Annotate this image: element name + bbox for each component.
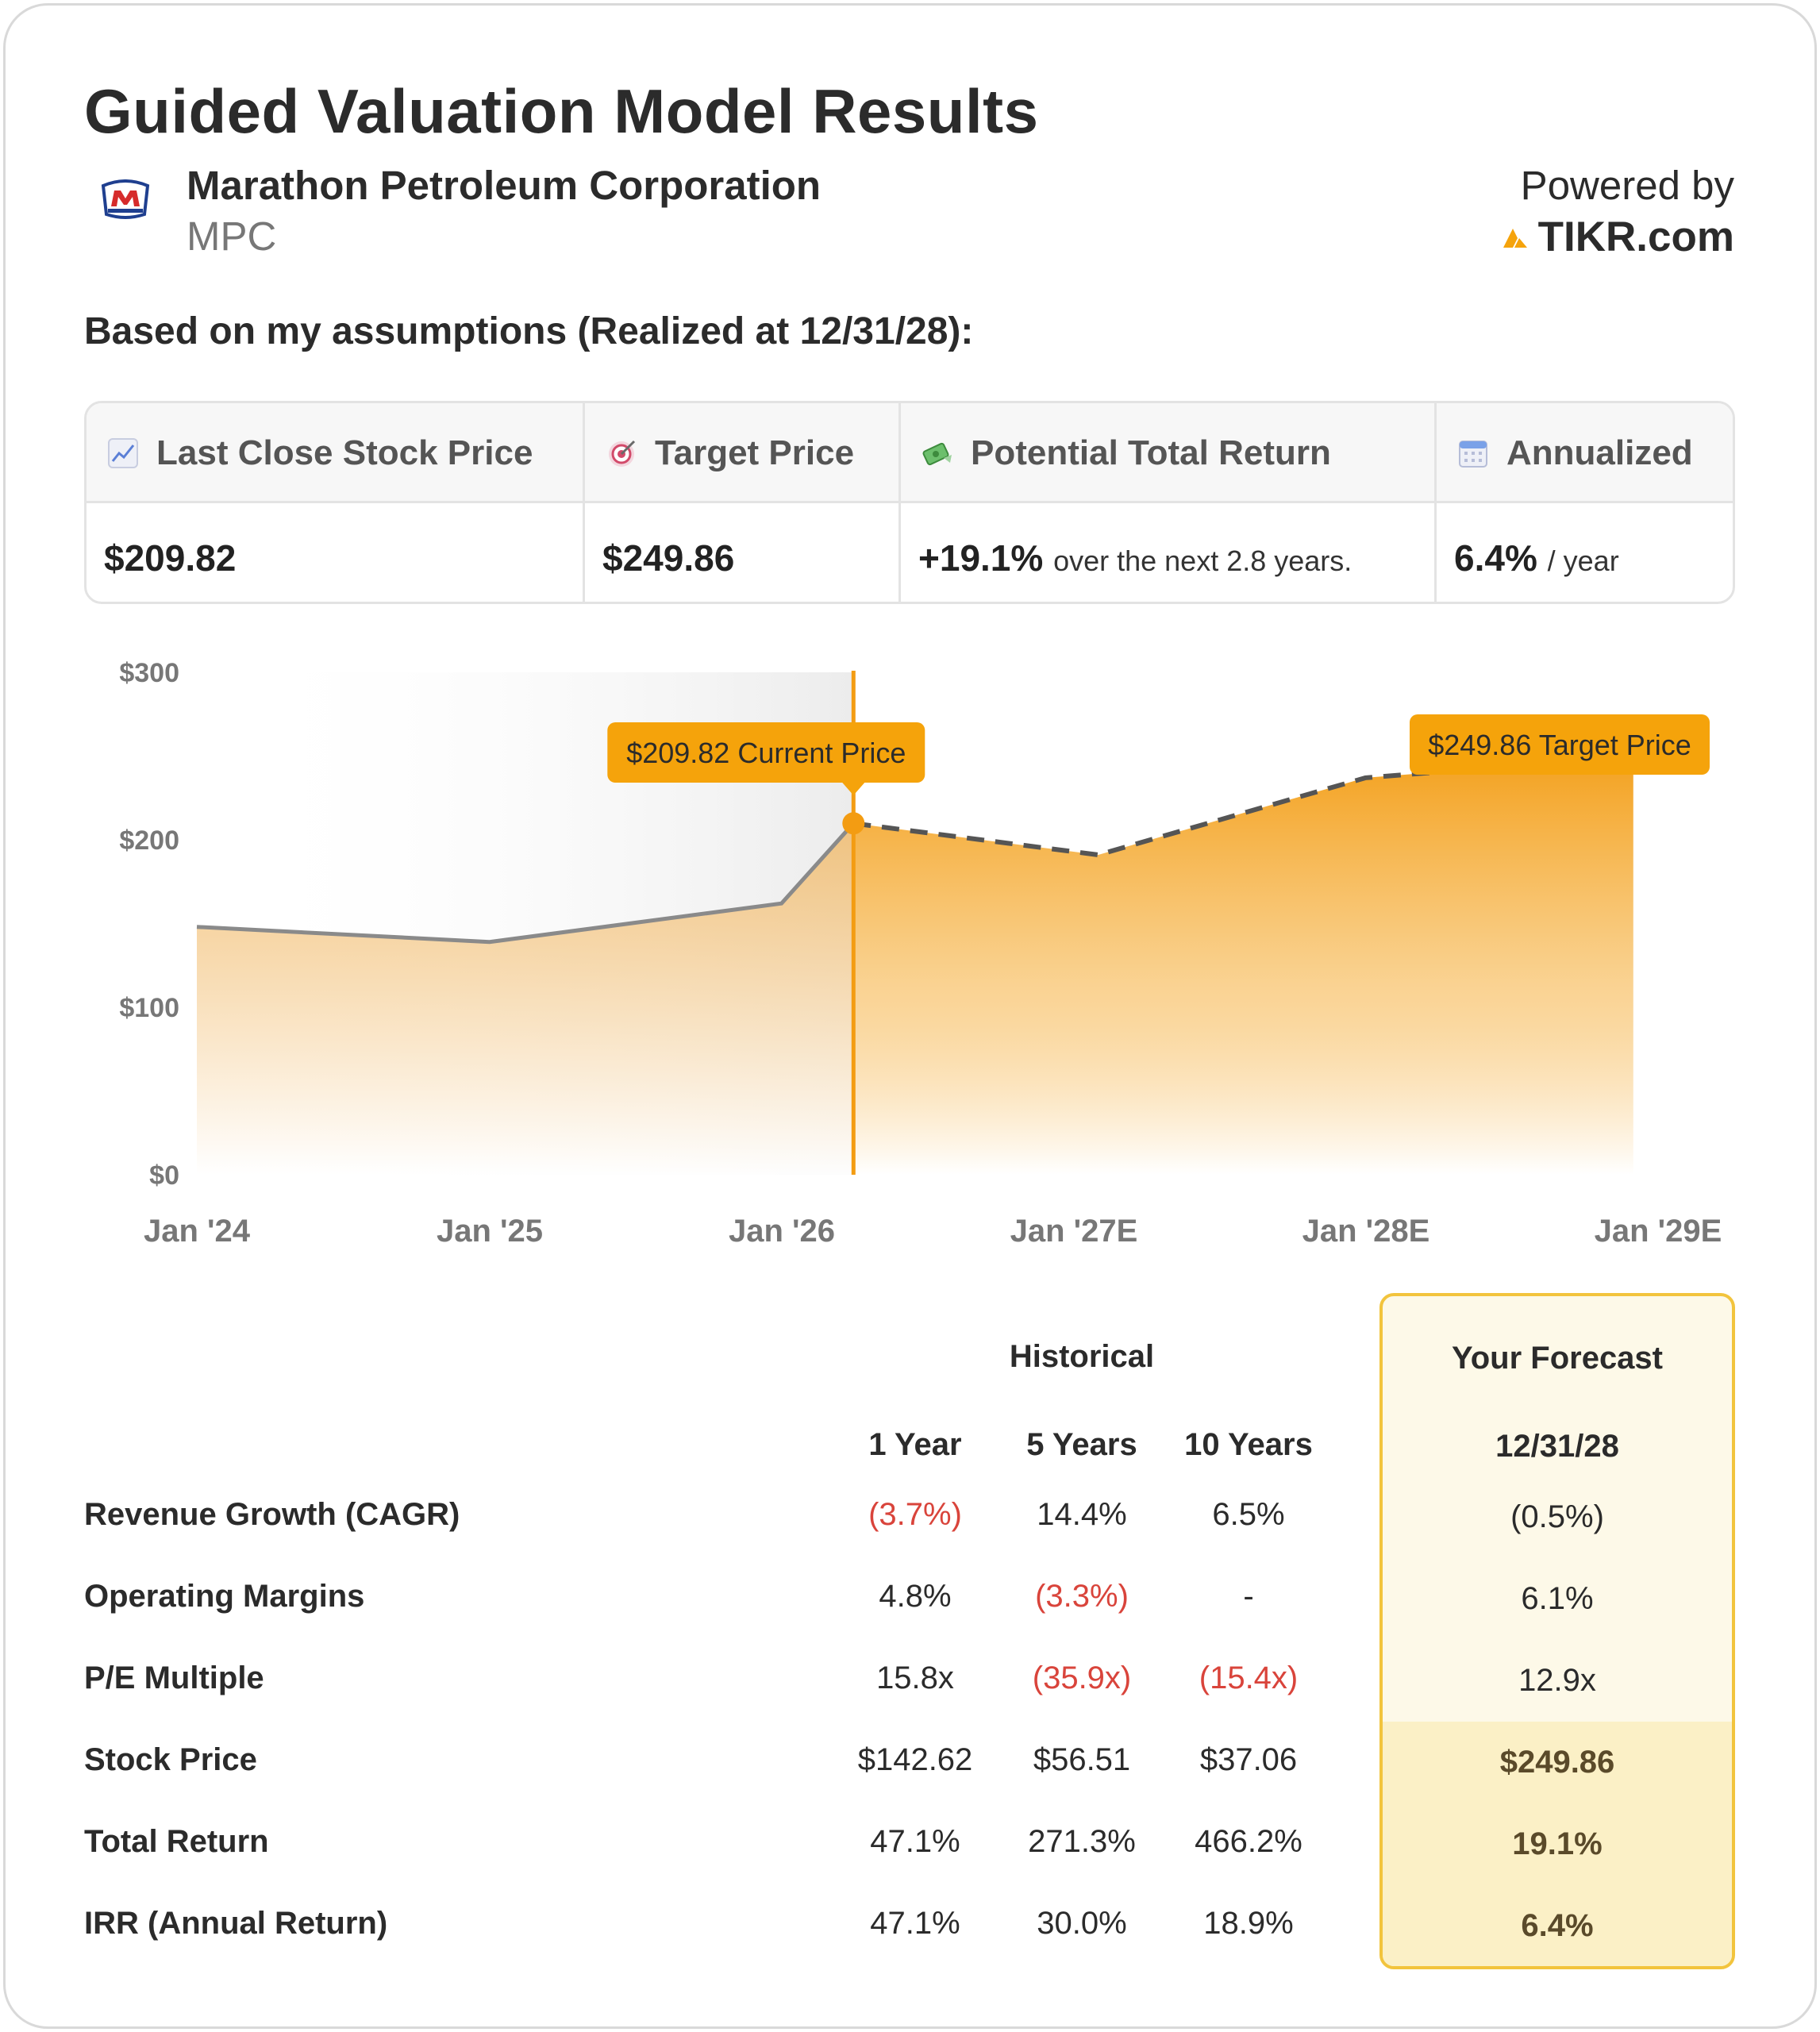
- return-note: over the next 2.8 years.: [1053, 545, 1352, 577]
- valuation-chart: $209.82 Current Price $249.86 Target Pric…: [119, 658, 1722, 1249]
- x-tick-label: Jan '26: [729, 1214, 835, 1249]
- historical-price-line: [196, 822, 856, 945]
- annualized-value: 6.4%: [1454, 537, 1537, 579]
- current-price-point: [842, 812, 865, 835]
- target-column: Target Price $249.86: [585, 403, 901, 602]
- x-tick-label: Jan '24: [144, 1214, 251, 1249]
- current-price-label: $209.82 Current Price: [626, 737, 906, 769]
- powered-by-label: Powered by: [1520, 163, 1734, 208]
- current-price-label-pointer: [842, 783, 865, 795]
- x-tick-label: Jan '28E: [1302, 1214, 1430, 1249]
- forecast-panel: [1379, 1293, 1735, 1969]
- assumptions-heading: Based on my assumptions (Realized at 12/…: [84, 310, 974, 352]
- annualized-value-row: 6.4% / year: [1454, 537, 1619, 579]
- annualized-note: / year: [1547, 545, 1619, 577]
- x-tick-label: Jan '25: [437, 1214, 543, 1249]
- company-name: Marathon Petroleum Corporation: [187, 163, 822, 208]
- annualized-column: Annualized 6.4% / year: [1437, 403, 1733, 602]
- y-tick-label: $0: [149, 1160, 179, 1191]
- target-value: $249.86: [602, 537, 735, 579]
- page-title: Guided Valuation Model Results: [84, 76, 1039, 146]
- tikr-brand[interactable]: TIKR.com: [1502, 213, 1734, 261]
- tikr-brand-text: TIKR.com: [1537, 214, 1734, 260]
- last-close-value: $209.82: [104, 537, 237, 579]
- chart-up-icon: [108, 438, 138, 468]
- last-close-column: Last Close Stock Price $209.82: [87, 403, 585, 602]
- annualized-label: Annualized: [1506, 433, 1693, 472]
- money-wings-icon: [922, 442, 952, 466]
- target-price-label-box: [1410, 714, 1710, 775]
- last-close-label: Last Close Stock Price: [156, 433, 533, 472]
- return-value-row: +19.1% over the next 2.8 years.: [918, 537, 1352, 579]
- target-label: Target Price: [655, 433, 855, 472]
- ticker-symbol: MPC: [187, 214, 277, 259]
- return-value: +19.1%: [918, 537, 1044, 579]
- target-price-label: $249.86 Target Price: [1428, 729, 1691, 761]
- current-price-label-box: [607, 722, 925, 783]
- x-tick-label: Jan '29E: [1595, 1214, 1722, 1249]
- target-icon: [609, 440, 636, 467]
- y-tick-label: $300: [119, 658, 179, 688]
- y-tick-label: $200: [119, 826, 179, 856]
- x-tick-label: Jan '27E: [1010, 1214, 1138, 1249]
- summary-stats: Last Close Stock Price $209.82 Target Pr…: [84, 401, 1735, 604]
- marathon-logo-icon: [101, 179, 150, 219]
- return-column: Potential Total Return +19.1% over the n…: [901, 403, 1437, 602]
- tikr-logo-icon: [1503, 228, 1527, 248]
- historical-area: [197, 823, 854, 1175]
- forecast-area: [853, 756, 1633, 1175]
- calendar-icon: [1459, 441, 1487, 468]
- y-tick-label: $100: [119, 993, 179, 1023]
- return-label: Potential Total Return: [971, 433, 1331, 472]
